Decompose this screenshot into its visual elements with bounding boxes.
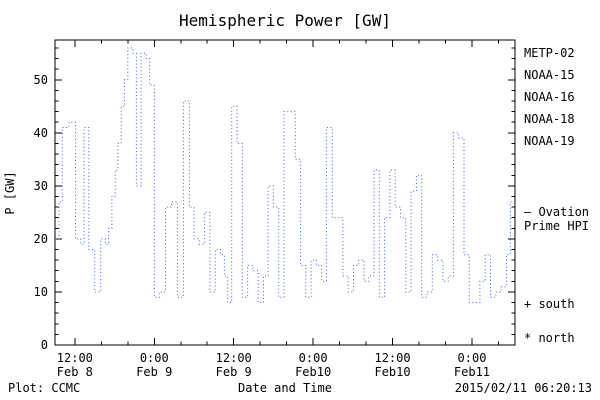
x-tick-time-label: 0:00 [140, 351, 169, 365]
x-axis-label: Date and Time [238, 381, 332, 395]
x-tick-date-label: Feb 9 [216, 365, 252, 379]
plot-frame [54, 39, 516, 346]
y-tick-label: 0 [41, 338, 48, 352]
y-tick-label: 40 [34, 126, 48, 140]
y-axis-label: P [GW] [3, 171, 17, 214]
y-tick-label: 10 [34, 285, 48, 299]
x-tick-date-label: Feb11 [454, 365, 490, 379]
x-tick-time-label: 0:00 [299, 351, 328, 365]
hpi-step-line [55, 47, 515, 304]
x-tick-date-label: Feb10 [374, 365, 410, 379]
x-tick-date-label: Feb10 [295, 365, 331, 379]
x-tick-time-label: 12:00 [57, 351, 93, 365]
x-tick-date-label: Feb 9 [136, 365, 172, 379]
x-tick-time-label: 12:00 [216, 351, 252, 365]
y-tick-label: 20 [34, 232, 48, 246]
legend-south-marker: + south [524, 297, 575, 311]
legend-item-noaa-15: NOAA-15 [524, 68, 575, 82]
legend-ovation-label-line2: Prime HPI [524, 219, 589, 233]
plot-timestamp: 2015/02/11 06:20:13 [455, 381, 592, 395]
plot-credit: Plot: CCMC [8, 381, 80, 395]
legend-item-metp-02: METP-02 [524, 46, 575, 60]
chart-title: Hemispheric Power [GW] [179, 11, 391, 30]
legend-ovation-label-line1: – Ovation [524, 205, 589, 219]
legend-north-marker: * north [524, 331, 575, 345]
x-tick-date-label: Feb 8 [57, 365, 93, 379]
legend-item-noaa-19: NOAA-19 [524, 134, 575, 148]
x-tick-time-label: 12:00 [374, 351, 410, 365]
y-tick-label: 50 [34, 73, 48, 87]
y-tick-label: 30 [34, 179, 48, 193]
legend-item-noaa-18: NOAA-18 [524, 112, 575, 126]
legend-item-noaa-16: NOAA-16 [524, 90, 575, 104]
x-tick-time-label: 0:00 [458, 351, 487, 365]
